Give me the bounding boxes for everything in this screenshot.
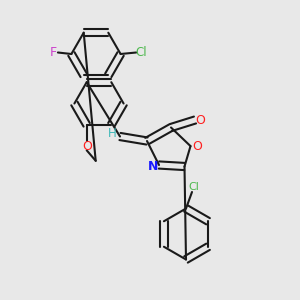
- Text: Cl: Cl: [188, 182, 199, 192]
- Text: F: F: [50, 46, 57, 59]
- Text: O: O: [192, 140, 202, 153]
- Text: H: H: [108, 127, 117, 140]
- Text: O: O: [196, 113, 205, 127]
- Text: O: O: [82, 140, 92, 153]
- Text: Cl: Cl: [135, 46, 147, 59]
- Text: N: N: [148, 160, 158, 173]
